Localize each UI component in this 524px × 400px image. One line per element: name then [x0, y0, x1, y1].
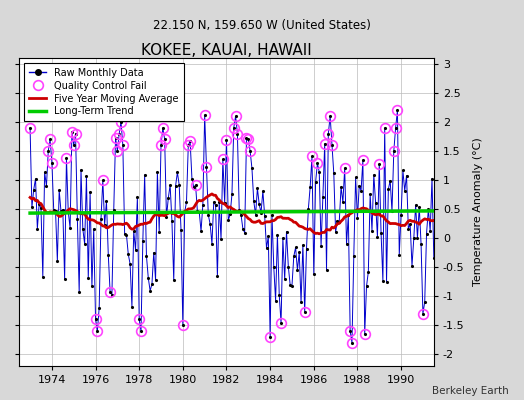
Text: 22.150 N, 159.650 W (United States): 22.150 N, 159.650 W (United States)	[153, 20, 371, 32]
Title: KOKEE, KAUAI, HAWAII: KOKEE, KAUAI, HAWAII	[141, 43, 312, 58]
Y-axis label: Temperature Anomaly (°C): Temperature Anomaly (°C)	[473, 138, 483, 286]
Legend: Raw Monthly Data, Quality Control Fail, Five Year Moving Average, Long-Term Tren: Raw Monthly Data, Quality Control Fail, …	[24, 63, 183, 121]
Text: Berkeley Earth: Berkeley Earth	[432, 386, 508, 396]
